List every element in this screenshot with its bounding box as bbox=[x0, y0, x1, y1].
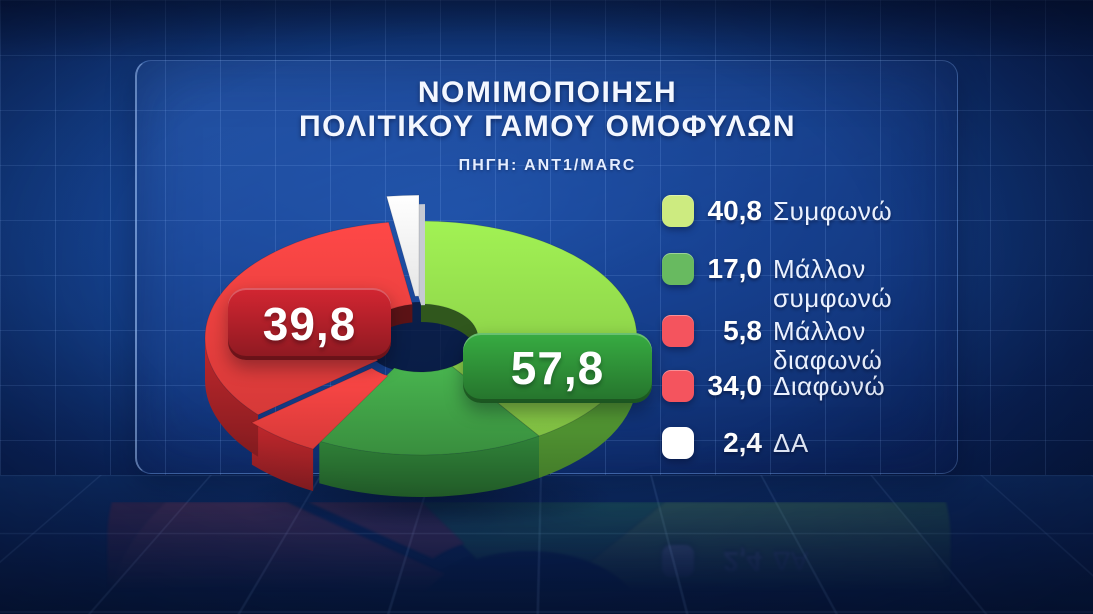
chart-source: ΠΗΓΗ: ΑΝΤ1/MARC bbox=[458, 157, 637, 174]
chart-title-line2: ΠΟΛΙΤΙΚΟΥ ΓΑΜΟΥ ΟΜΟΦΥΛΩΝ bbox=[298, 110, 797, 143]
floor bbox=[0, 475, 1093, 614]
title-block: ΝΟΜΙΜΟΠΟΙΗΣΗ ΠΟΛΙΤΙΚΟΥ ΓΑΜΟΥ ΟΜΟΦΥΛΩΝ ΠΗ… bbox=[135, 76, 960, 183]
chart-title-line1: ΝΟΜΙΜΟΠΟΙΗΣΗ bbox=[417, 76, 678, 109]
